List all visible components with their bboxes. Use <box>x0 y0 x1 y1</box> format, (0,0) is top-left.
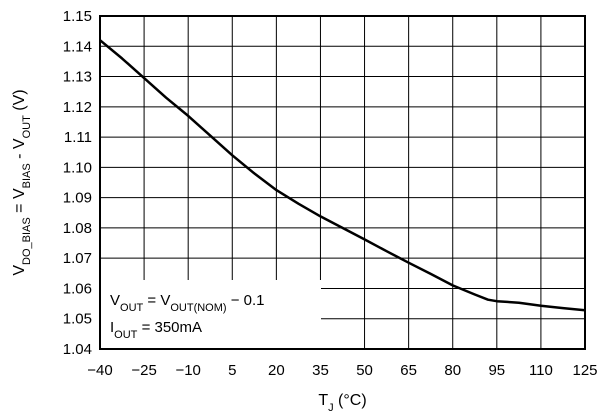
annotation-background <box>101 280 321 348</box>
x-tick-label: 20 <box>268 362 285 379</box>
y-tick-label: 1.12 <box>63 99 92 116</box>
x-tick-label: 35 <box>312 362 329 379</box>
y-tick-labels: 1.04 1.05 1.06 1.07 1.08 1.09 1.10 1.11 1.12 1.13… <box>63 8 92 358</box>
y-tick-label: 1.08 <box>63 220 92 237</box>
x-tick-label: 65 <box>400 362 417 379</box>
annotation-line-2: IOUT = 350mA <box>110 319 202 341</box>
y-tick-label: 1.04 <box>63 341 92 358</box>
y-tick-label: 1.05 <box>63 311 92 328</box>
plot-frame <box>99 15 586 350</box>
x-tick-labels: −40 −25 −10 5 20 35 50 65 80 95 110 125 <box>87 362 597 379</box>
x-tick-label: −10 <box>175 362 200 379</box>
annotation-line-1: VOUT = VOUT(NOM) − 0.1 <box>110 292 265 314</box>
y-tick-label: 1.09 <box>63 190 92 207</box>
series-line <box>99 39 586 312</box>
x-tick-label: 110 <box>529 362 553 379</box>
y-tick-label: 1.07 <box>63 250 92 267</box>
y-tick-label: 1.11 <box>64 129 92 146</box>
x-tick-label: −25 <box>131 362 156 379</box>
x-tick-label: 5 <box>228 362 236 379</box>
x-axis-label: TJ (°C) <box>318 392 366 414</box>
x-tick-label: 50 <box>356 362 373 379</box>
x-tick-label: −40 <box>87 362 112 379</box>
x-tick-label: 125 <box>572 362 597 379</box>
annotation-box <box>101 280 321 348</box>
x-tick-label: 80 <box>444 362 461 379</box>
y-tick-label: 1.06 <box>63 280 92 297</box>
y-tick-label: 1.15 <box>63 8 92 25</box>
y-axis-label: VDO_BIAS = VBIAS - VOUT (V) <box>11 89 33 275</box>
y-tick-label: 1.14 <box>63 38 92 55</box>
series-layer <box>99 39 586 312</box>
y-tick-label: 1.10 <box>63 159 92 176</box>
x-tick-label: 95 <box>488 362 505 379</box>
y-tick-label: 1.13 <box>63 69 92 86</box>
